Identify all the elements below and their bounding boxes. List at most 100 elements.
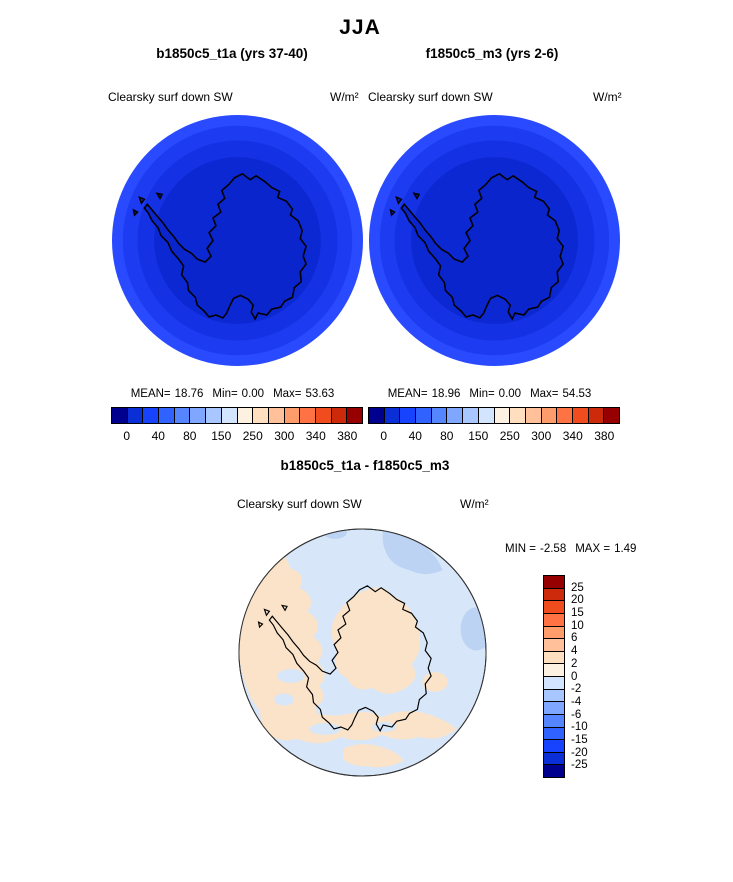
colorbar-box: [431, 408, 448, 423]
colorbar-tick-label: 40: [408, 429, 422, 443]
min-label: Min=: [469, 388, 495, 400]
map-diff: [238, 528, 487, 777]
colorbar-tick-label: -20: [571, 746, 588, 759]
colorbar-tick-label: 80: [440, 429, 454, 443]
ocean-inlet: [277, 669, 305, 683]
colorbar-tick-label: 150: [468, 429, 489, 443]
colorbar-tick-label: 20: [571, 594, 584, 607]
colorbar-tick-label: -6: [571, 708, 582, 721]
max-value: 53.63: [305, 388, 335, 400]
colorbar-tick-label: 0: [571, 670, 578, 683]
minmax-line: MIN = -2.58 MAX = 1.49: [505, 543, 645, 555]
positive-anomaly-east: [422, 672, 448, 692]
colorbar-box: [416, 408, 432, 423]
colorbar-tick-label: 250: [242, 429, 263, 443]
colorbar-box: [544, 702, 564, 715]
colorbar-tick-label: 80: [183, 429, 197, 443]
colorbar-box: [544, 626, 564, 640]
negative-anomaly-north: [323, 528, 347, 539]
colorbar-box: [544, 714, 564, 728]
colorbar-box: [525, 408, 542, 423]
colorbar-tick-label: -15: [571, 733, 588, 746]
colorbar-tick-label: -4: [571, 695, 582, 708]
max-label: Max=: [530, 388, 559, 400]
colorbar-box: [544, 740, 564, 753]
colorbar-box: [544, 613, 564, 627]
max-value: 54.53: [562, 388, 592, 400]
colorbar-box: [544, 576, 564, 589]
colorbar-box: [544, 588, 564, 602]
colorbar-ticks: 0 40 80 150 250 300 340 380: [111, 429, 363, 443]
colorbar-tick-label: 4: [571, 645, 578, 658]
mean-value: 18.96: [431, 388, 461, 400]
diff-title: b1850c5_t1a - f1850c5_m3: [280, 458, 450, 473]
colorbar-tick-label: 15: [571, 607, 584, 620]
field-label: Clearsky surf down SW: [368, 90, 493, 104]
colorbar-box: [544, 689, 564, 703]
mean-label: MEAN=: [130, 388, 171, 400]
min-value: -2.58: [540, 543, 567, 555]
colorbar-horizontal: [368, 407, 620, 424]
units-label: W/m²: [460, 497, 489, 511]
colorbar-box: [544, 677, 564, 690]
colorbar-tick-label: 300: [274, 429, 295, 443]
ocean-inlet: [309, 723, 341, 735]
colorbar-box: [400, 408, 417, 423]
colorbar-box: [159, 408, 175, 423]
colorbar-box: [544, 752, 564, 766]
colorbar-box: [604, 408, 619, 423]
colorbar-box: [588, 408, 605, 423]
colorbar-box: [544, 651, 564, 665]
colorbar-box: [463, 408, 479, 423]
colorbar-box: [384, 408, 401, 423]
colorbar-tick-label: 300: [531, 429, 552, 443]
colorbar-box: [369, 408, 385, 423]
colorbar-box: [143, 408, 160, 423]
min-value: 0.00: [241, 388, 265, 400]
colorbar-box: [347, 408, 362, 423]
colorbar-box: [494, 408, 511, 423]
colorbar-box: [174, 408, 191, 423]
colorbar-tick-label: 150: [211, 429, 232, 443]
stats-line: MEAN= 18.96 Min= 0.00 Max= 54.53: [388, 388, 601, 400]
colorbar-box: [544, 639, 564, 652]
colorbar-box: [572, 408, 589, 423]
stats-line: MEAN= 18.76 Min= 0.00 Max= 53.63: [131, 388, 344, 400]
units-label: W/m²: [593, 90, 622, 104]
panel-title: f1850c5_m3 (yrs 2-6): [425, 46, 559, 61]
colorbar-box: [478, 408, 495, 423]
diff-map-border: [238, 528, 487, 777]
min-label: Min=: [212, 388, 238, 400]
colorbar-ticks: 0 40 80 150 250 300 340 380: [368, 429, 620, 443]
ocean-inlet: [274, 693, 294, 706]
ocean-inlet: [372, 722, 396, 732]
colorbar-tick-label: 40: [151, 429, 165, 443]
positive-anomaly-south: [260, 703, 457, 744]
positive-anomaly-bottom: [342, 744, 404, 768]
field-label: Clearsky surf down SW: [108, 90, 233, 104]
colorbar-tick-label: 10: [571, 619, 584, 632]
colorbar-box: [557, 408, 573, 423]
season-title: JJA: [339, 16, 381, 39]
colorbar-box: [447, 408, 464, 423]
colorbar-box: [221, 408, 238, 423]
colorbar-box: [544, 664, 564, 677]
panel-title: b1850c5_t1a (yrs 37-40): [156, 46, 308, 61]
field-label: Clearsky surf down SW: [237, 497, 362, 511]
colorbar-tick-label: 340: [305, 429, 326, 443]
min-value: 0.00: [498, 388, 522, 400]
colorbar-box: [541, 408, 558, 423]
colorbar-box: [253, 408, 269, 423]
min-label: MIN =: [505, 543, 536, 555]
colorbar-box: [544, 765, 564, 777]
units-label: W/m²: [330, 90, 359, 104]
colorbar-tick-label: 0: [380, 429, 388, 443]
map-left: [112, 115, 363, 366]
colorbar-box: [112, 408, 128, 423]
colorbar-box: [544, 727, 564, 741]
colorbar-tick-label: -2: [571, 683, 582, 696]
colorbar-ticks: 25 20 15 10 6 4 2 0 -2 -4 -6 -10 -15 -20 -25: [571, 575, 605, 778]
colorbar-tick-label: 340: [562, 429, 583, 443]
mean-value: 18.76: [174, 388, 204, 400]
